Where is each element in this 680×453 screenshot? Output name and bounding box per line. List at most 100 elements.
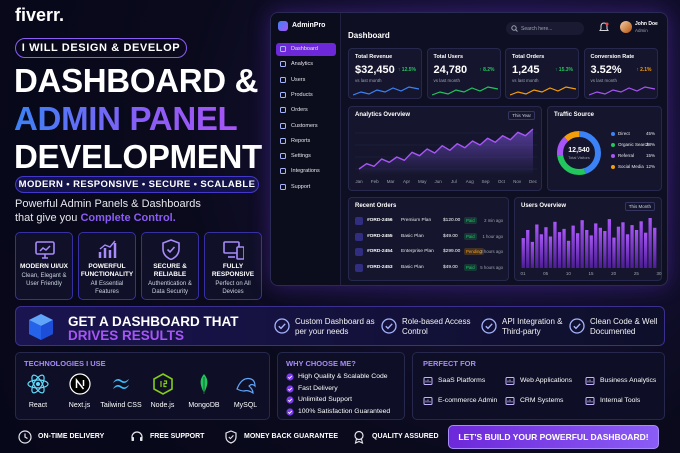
check-icon (286, 384, 294, 393)
section-title: WHY CHOOSE ME? (286, 359, 356, 368)
legend-value: 15% (645, 153, 655, 158)
feature-icon (223, 241, 244, 260)
use-item: E-commerce Admin (438, 397, 498, 404)
order-plan: Basic Plan (401, 264, 424, 270)
benefit-text: API Integration & Third-party (502, 317, 563, 336)
bar (607, 219, 611, 268)
legend-name: Organic Search (618, 142, 650, 147)
x-label: 05 (543, 271, 549, 276)
bar (535, 224, 539, 268)
order-icon (355, 248, 363, 256)
dashboard-mockup: AdminPro Dashboard Analytics Users Products O… (270, 12, 668, 286)
stat-card: Conversion Rate 3.52% ↑ 2.1% vs last month (583, 48, 658, 99)
order-plan: Basic Plan (401, 233, 424, 239)
user-name: John Doe (635, 21, 658, 27)
x-label: Jul (451, 179, 457, 184)
bar (576, 233, 580, 268)
order-id: #ORD-2453 (367, 264, 393, 270)
legend-name: Referral (618, 153, 635, 158)
nav-item: Customers (291, 122, 318, 129)
bar (562, 228, 566, 268)
feature-card: POWERFUL FUNCTIONALITY All Essential Feat… (78, 232, 136, 300)
bar (526, 230, 530, 268)
description: Powerful Admin Panels & Dashboards that … (15, 198, 220, 225)
cta-text: LET'S BUILD YOUR POWERFUL DASHBOARD! (458, 432, 649, 442)
stat-note: vs last month (355, 78, 382, 83)
analytics-panel: Analytics Overview This Year Jan Feb Mar Apr M… (348, 106, 542, 191)
tagline-box: MODERN • RESPONSIVE • SECURE • SCALABLE (15, 176, 259, 193)
x-label: 30 (656, 271, 662, 276)
order-amount: $49.00 (443, 233, 458, 239)
nav-item: Dashboard (291, 46, 318, 52)
x-label: Aug (465, 179, 474, 184)
order-status: Paid (464, 232, 477, 240)
legend-dot (611, 154, 615, 158)
order-amount: $49.00 (443, 264, 458, 270)
legend-dot (611, 165, 615, 169)
cta-button[interactable]: LET'S BUILD YOUR POWERFUL DASHBOARD! (448, 425, 659, 449)
why-item: High Quality & Scalable Code (298, 373, 388, 380)
bar (625, 234, 630, 268)
bar (580, 220, 584, 268)
bar (639, 221, 643, 268)
feature-title: FULLY RESPONSIVE (211, 263, 255, 278)
bar (571, 225, 575, 268)
x-label: 25 (633, 271, 639, 276)
guarantee-icon (225, 430, 237, 444)
feature-card: MODERN UI/UX Clean, Elegant & User Friend… (15, 232, 73, 300)
bar (598, 227, 602, 268)
use-icon (423, 377, 433, 385)
guarantee-text: QUALITY ASSURED (372, 433, 439, 440)
legend-value: 45% (645, 131, 655, 136)
app-logo-icon (278, 21, 288, 31)
hero-title-line: DASHBOARD & (14, 62, 259, 99)
donut (557, 131, 601, 175)
order-status: Paid (464, 217, 477, 224)
tech-icon (68, 373, 91, 395)
order-id: #ORD-2454 (367, 249, 393, 254)
nav-item: Support (291, 183, 311, 190)
x-label: Jan (355, 179, 363, 184)
use-icon (505, 377, 515, 385)
banner: GET A DASHBOARD THAT DRIVES RESULTS Custom… (15, 306, 665, 346)
donut-slice (557, 131, 601, 175)
bar (648, 218, 652, 268)
feature-card: FULLY RESPONSIVE Perfect on All Devices (204, 232, 262, 300)
feature-title: POWERFUL FUNCTIONALITY (80, 263, 134, 278)
guarantee-text: MONEY BACK GUARANTEE (244, 433, 338, 440)
x-label: Sep (481, 179, 490, 184)
tech-label: Tailwind CSS (100, 402, 142, 409)
tech-icon (235, 377, 256, 395)
order-id: #ORD-2456 (367, 218, 393, 223)
panel-title: Recent Orders (355, 203, 397, 209)
order-icon (355, 217, 363, 225)
use-icon (585, 397, 595, 405)
nav-icon (280, 137, 286, 144)
check-icon (274, 318, 290, 334)
x-label: Mar (386, 179, 395, 184)
donut-total: 12,540 (568, 147, 590, 154)
bar (621, 222, 625, 268)
banner-title: GET A DASHBOARD THAT (68, 314, 239, 329)
benefit-text: Custom Dashboard as per your needs (295, 317, 375, 336)
use-item: Business Analytics (600, 377, 657, 384)
users-panel: Users Overview This Month 01 05 10 15 20 25 30 (514, 197, 662, 281)
guarantee-icon (131, 431, 143, 441)
stat-label: Total Orders (512, 54, 545, 60)
search-icon (511, 25, 518, 32)
search-box: Search here... (506, 22, 584, 35)
feature-icon (162, 239, 180, 260)
tech-icon (152, 373, 173, 395)
bar (653, 227, 657, 268)
user-role: Admin (635, 28, 648, 33)
bar (548, 236, 553, 268)
stat-card: Total Orders 1,245 ↑ 15.3% vs last month (505, 48, 579, 99)
nav-item: Reports (291, 137, 311, 144)
check-icon (381, 318, 397, 334)
panel-filter: This Year (508, 111, 535, 120)
bar (634, 230, 639, 268)
legend-dot (611, 132, 615, 136)
why-item: Fast Delivery (298, 384, 338, 392)
nav-icon (280, 183, 286, 190)
order-amount: $299.00 (443, 249, 461, 254)
